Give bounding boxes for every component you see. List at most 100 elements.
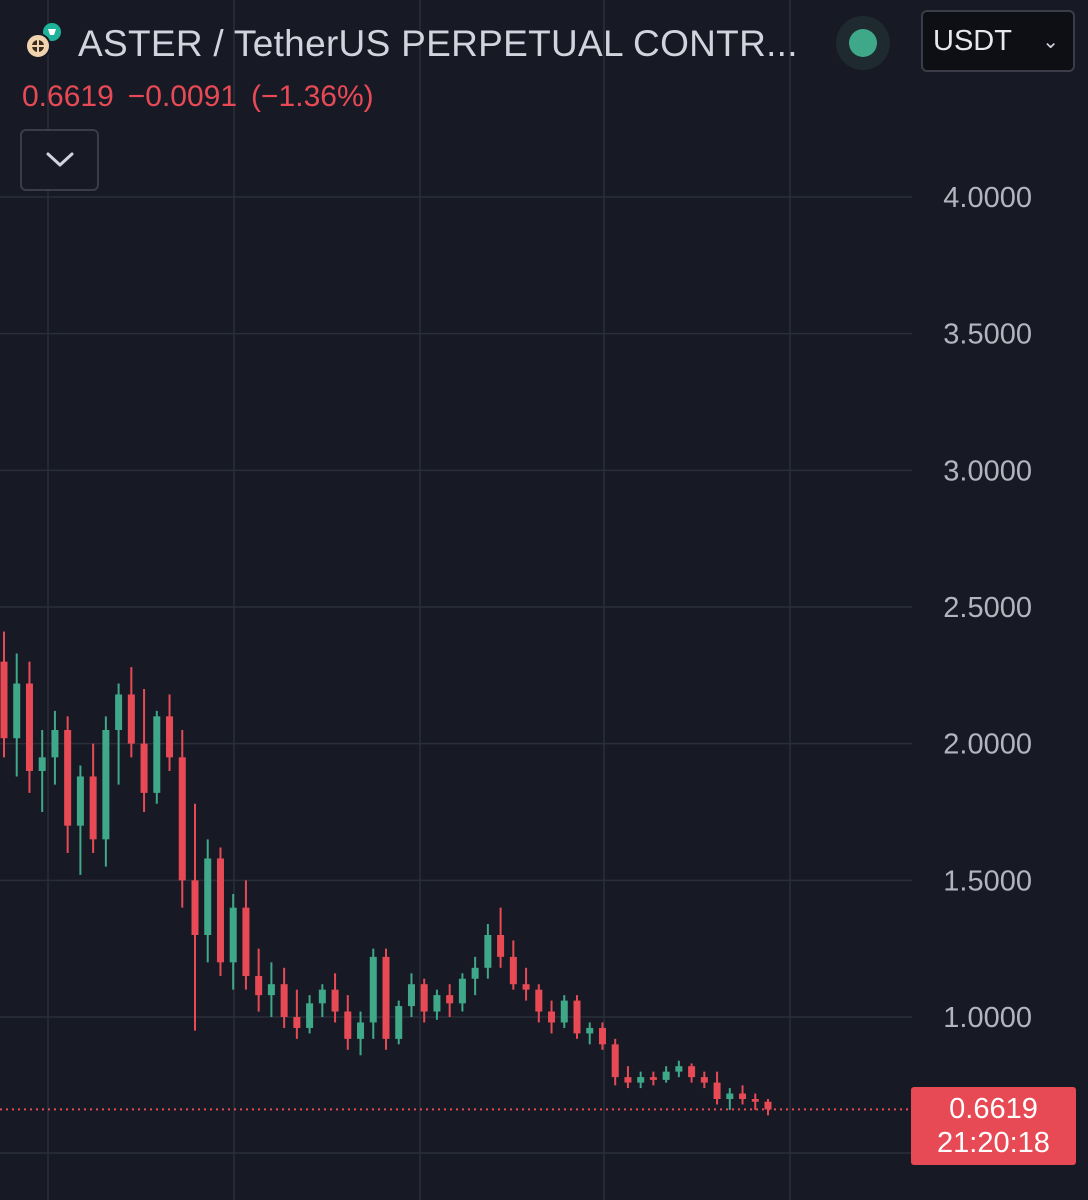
collapse-legend-button[interactable] [20, 129, 99, 191]
candle [713, 1071, 721, 1105]
candle [306, 995, 314, 1034]
candle [751, 1093, 759, 1110]
candle-body [446, 995, 454, 1004]
candle-body [242, 907, 250, 976]
candle [548, 1000, 556, 1034]
y-tick-label: 4.0000 [943, 182, 1032, 214]
candle [471, 956, 479, 996]
candle-body [560, 1000, 568, 1023]
price-change-percent: (−1.36%) [251, 80, 374, 113]
candle-body [127, 694, 135, 744]
candle [25, 661, 33, 793]
candle [611, 1038, 619, 1086]
candle [395, 1000, 403, 1045]
candle [420, 978, 428, 1023]
candle [102, 716, 110, 867]
candle [331, 973, 339, 1023]
candle-body [64, 730, 72, 826]
candle-body [751, 1099, 759, 1102]
candle-body [191, 880, 199, 935]
candle-body [535, 989, 543, 1012]
candle-body [726, 1093, 734, 1099]
candle-body [675, 1066, 683, 1072]
candle [586, 1022, 594, 1045]
candle-body [0, 661, 8, 739]
candle-body [89, 776, 97, 840]
symbol-title[interactable]: ASTER / TetherUS PERPETUAL CONTR... [78, 23, 798, 64]
candle-body [573, 1000, 581, 1034]
y-tick-label: 2.0000 [943, 729, 1032, 761]
candle [38, 730, 46, 812]
candle [153, 710, 161, 804]
currency-value: USDT [933, 24, 1012, 57]
candle-body [357, 1022, 365, 1039]
candle [318, 984, 326, 1017]
candle [446, 984, 454, 1017]
candle-body [51, 730, 59, 758]
candle [293, 989, 301, 1039]
candle-body [331, 989, 339, 1012]
candle-body [497, 935, 505, 957]
chevron-down-icon [46, 152, 73, 167]
candle [216, 847, 224, 976]
candle [178, 730, 186, 908]
price-tag-value: 0.6619 [949, 1093, 1038, 1125]
candle [51, 710, 59, 785]
candle [369, 948, 377, 1039]
candle [649, 1071, 657, 1086]
candle-body [395, 1006, 403, 1039]
candle [140, 689, 148, 812]
candle-body [662, 1071, 670, 1080]
candle [598, 1022, 606, 1050]
candle [662, 1066, 670, 1083]
candle [407, 973, 415, 1017]
y-tick-label: 3.5000 [943, 319, 1032, 351]
candle-body [637, 1077, 645, 1083]
candle [497, 907, 505, 968]
candle [64, 716, 72, 853]
market-status-indicator[interactable] [836, 16, 890, 70]
y-tick-label: 1.0000 [943, 1002, 1032, 1034]
candle [560, 995, 568, 1028]
candle [522, 967, 530, 1001]
candle [726, 1088, 734, 1110]
candle [675, 1060, 683, 1078]
candle-body [586, 1027, 594, 1034]
candle-body [484, 935, 492, 968]
candle [115, 683, 123, 785]
candle [267, 962, 275, 1017]
price-change: −0.0091 [127, 80, 238, 113]
candle-body [115, 694, 123, 730]
candle [204, 839, 212, 963]
candle-body [267, 984, 275, 996]
candle-body [293, 1017, 301, 1028]
candle-body [229, 907, 237, 963]
candle-body [306, 1003, 314, 1028]
candle-body [344, 1011, 352, 1039]
candle-body [38, 757, 46, 771]
candle [484, 924, 492, 979]
candle [191, 803, 199, 1031]
candle-body [140, 743, 148, 793]
bar-countdown: 21:20:18 [937, 1127, 1050, 1159]
candle [382, 948, 390, 1050]
candle-body [611, 1044, 619, 1078]
candle [458, 973, 466, 1012]
price-axis[interactable]: 4.0000 3.5000 3.0000 2.5000 2.0000 1.5000 1.00… [943, 182, 1032, 1034]
candle-body [280, 984, 288, 1017]
candle-body [13, 683, 21, 739]
candle-body [458, 978, 466, 1004]
candle-body [407, 984, 415, 1007]
currency-select[interactable]: USDT ⌄ [921, 10, 1075, 72]
candle-body [153, 716, 161, 793]
candle-body [420, 984, 428, 1012]
candle-body [713, 1082, 721, 1099]
candle-body [369, 956, 377, 1023]
candle-body [598, 1027, 606, 1045]
candle [535, 984, 543, 1023]
candle [13, 653, 21, 777]
candle [739, 1085, 747, 1105]
candle-body [509, 956, 517, 985]
last-price: 0.6619 [22, 80, 114, 113]
